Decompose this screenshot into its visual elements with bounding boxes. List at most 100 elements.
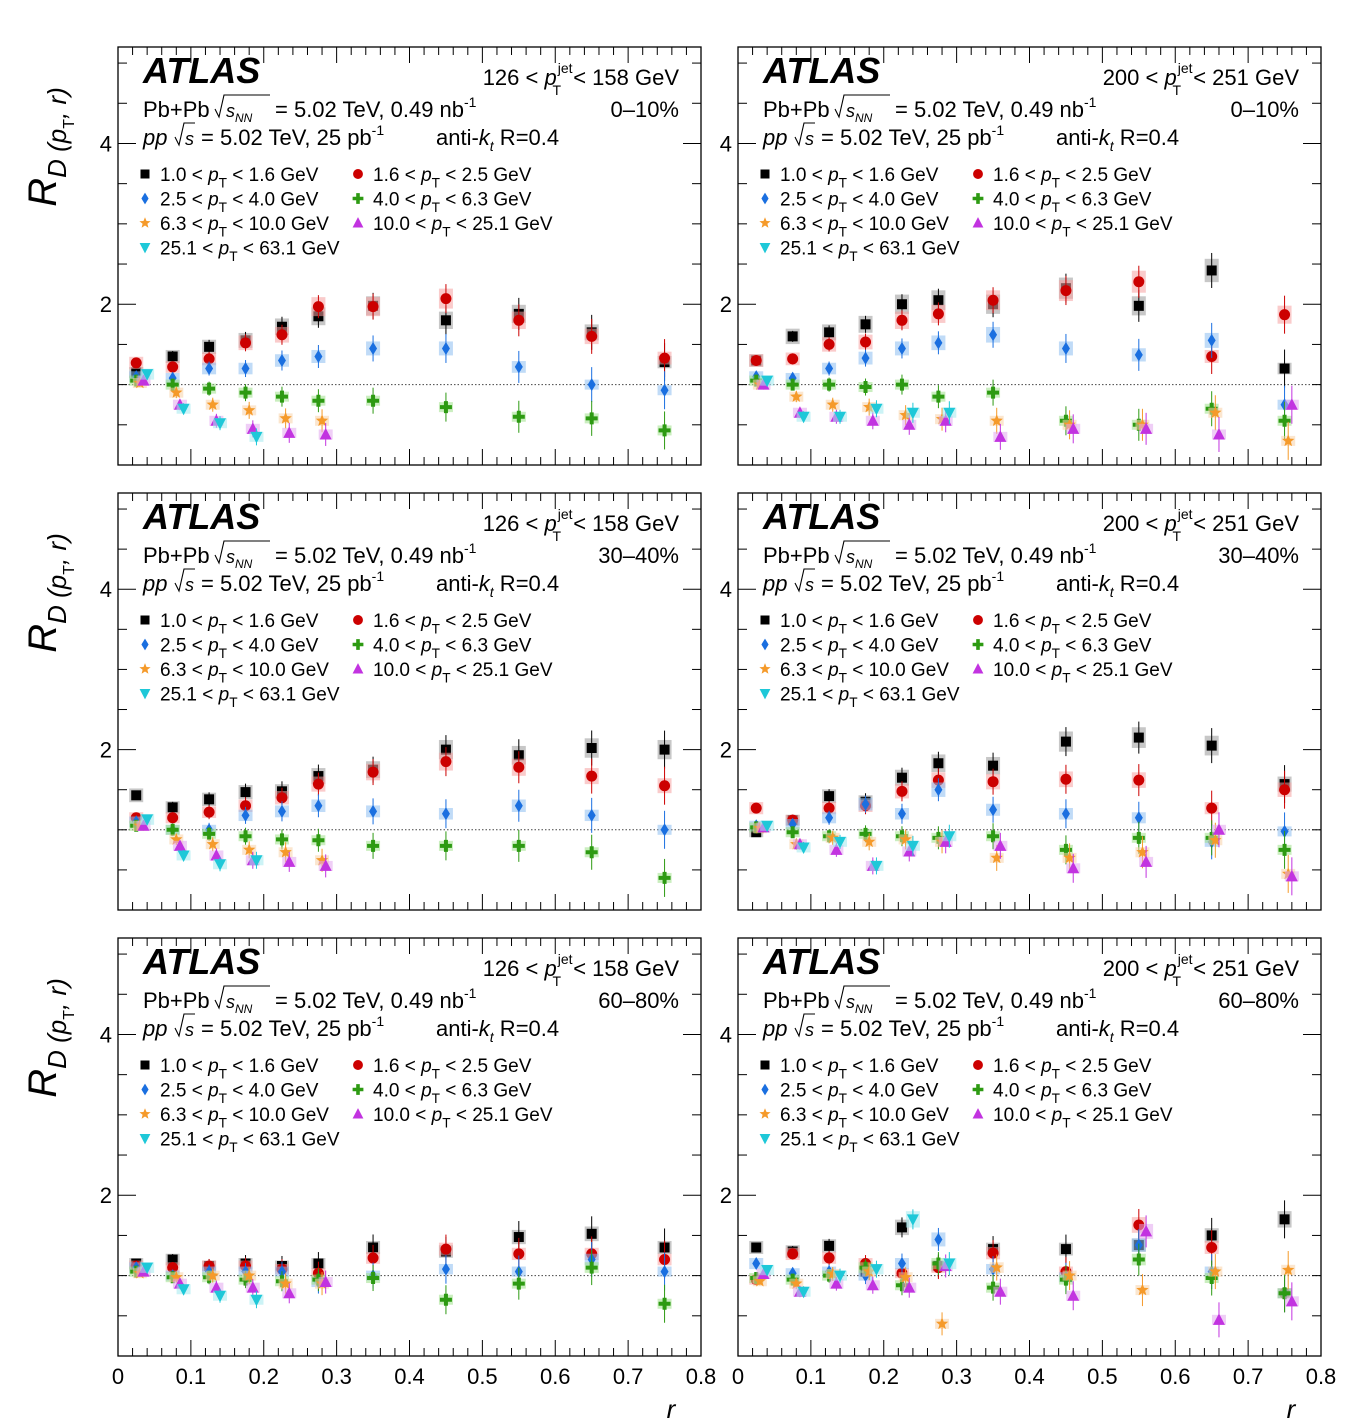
legend-entry-5: 6.3 < pT < 10.0 GeV: [759, 1105, 949, 1131]
legend-entry-label: 2.5 < pT < 4.0 GeV: [780, 636, 939, 662]
legend-entry-label: 6.3 < pT < 10.0 GeV: [160, 660, 329, 686]
data-point: [866, 1278, 879, 1291]
data-point: [512, 839, 525, 852]
data-point: [761, 375, 774, 388]
data-point: [586, 330, 598, 342]
legend-marker: [141, 638, 149, 651]
legend: 1.0 < pT < 1.6 GeV 1.6 < pT < 2.5 GeV 2.5 …: [759, 611, 1173, 710]
legend-entry-6: 10.0 < pT < 25.1 GeV: [972, 660, 1173, 686]
x-axis-label: r: [667, 1394, 677, 1423]
data-point: [214, 418, 227, 430]
legend-marker: [760, 615, 770, 625]
data-point: [167, 351, 178, 362]
data-point: [204, 794, 215, 805]
data-point: [823, 378, 836, 391]
jet-algorithm: anti-kt R=0.4: [436, 125, 559, 154]
data-point: [275, 833, 288, 846]
data-point: [1134, 348, 1143, 362]
series-7: [140, 813, 264, 872]
data-point: [441, 1262, 450, 1276]
centrality-label: 60–80%: [598, 988, 679, 1013]
data-point: [870, 403, 883, 416]
data-point: [250, 431, 263, 444]
data-point: [1060, 285, 1072, 297]
x-tick-label: 0.7: [1233, 1364, 1264, 1389]
data-point: [825, 362, 834, 376]
legend-marker: [761, 638, 769, 651]
data-point: [932, 308, 944, 320]
data-point: [824, 1240, 835, 1251]
legend-marker: [352, 663, 364, 674]
x-tick-label: 0.2: [248, 1364, 279, 1389]
data-point: [761, 1264, 774, 1277]
data-point: [1209, 833, 1222, 846]
data-point: [987, 1247, 999, 1259]
data-point: [903, 1281, 916, 1293]
data-point: [987, 386, 1000, 399]
legend-marker: [140, 1060, 150, 1070]
legend: 1.0 < pT < 1.6 GeV 1.6 < pT < 2.5 GeV 2.5 …: [139, 1056, 553, 1155]
pp-energy: = 5.02 TeV, 25 pb-1: [201, 122, 384, 150]
data-point: [170, 1270, 183, 1283]
legend-entry-label: 2.5 < pT < 4.0 GeV: [160, 1081, 319, 1107]
data-point: [935, 1317, 949, 1330]
legend-entry-5: 6.3 < pT < 10.0 GeV: [139, 660, 329, 686]
data-point: [896, 785, 908, 797]
data-point: [203, 827, 216, 840]
legend-marker: [759, 1134, 771, 1145]
legend-entry-label: 1.6 < pT < 2.5 GeV: [993, 165, 1152, 191]
atlas-label: ATLAS: [142, 50, 260, 91]
x-tick-label: 0.5: [467, 1364, 498, 1389]
pbpb-energy: = 5.02 TeV, 0.49 nb-1: [275, 985, 477, 1013]
data-point: [797, 1286, 810, 1299]
legend-entry-6: 10.0 < pT < 25.1 GeV: [352, 660, 553, 686]
legend-entry-label: 2.5 < pT < 4.0 GeV: [160, 190, 319, 216]
data-point: [943, 831, 956, 843]
data-point: [241, 808, 250, 822]
legend-entry-7: 25.1 < pT < 63.1 GeV: [139, 1130, 340, 1155]
pbpb-line: Pb+Pb: [763, 97, 830, 122]
pp-energy: = 5.02 TeV, 25 pb-1: [821, 568, 1004, 596]
sqrt-s: s: [226, 101, 235, 121]
pp-label: pp: [762, 1016, 787, 1041]
legend-entry-4: 4.0 < pT < 6.3 GeV: [352, 190, 532, 215]
legend-entry-label: 1.6 < pT < 2.5 GeV: [373, 165, 532, 191]
data-point: [441, 807, 450, 821]
x-tick-label: 0.6: [540, 1364, 571, 1389]
data-point: [1206, 1241, 1218, 1253]
data-point: [441, 341, 450, 355]
data-point: [859, 827, 872, 840]
data-point: [204, 341, 215, 352]
data-point: [312, 778, 324, 790]
data-point: [863, 1265, 876, 1277]
data-point: [1285, 1294, 1298, 1307]
legend-entry-4: 4.0 < pT < 6.3 GeV: [352, 1081, 532, 1106]
data-point: [239, 386, 252, 399]
x-tick-label: 0: [732, 1364, 744, 1389]
data-point: [369, 804, 378, 818]
data-point: [587, 378, 596, 392]
data-point: [206, 398, 219, 410]
y-tick-label: 2: [100, 292, 112, 317]
data-point: [1206, 740, 1217, 751]
legend-entry-6: 10.0 < pT < 25.1 GeV: [972, 214, 1173, 240]
data-point: [787, 331, 798, 342]
legend-entry-7: 25.1 < pT < 63.1 GeV: [759, 239, 960, 264]
data-point: [826, 398, 839, 410]
data-point: [166, 378, 179, 391]
data-point: [934, 783, 943, 797]
data-point: [660, 383, 669, 397]
legend-entry-label: 1.6 < pT < 2.5 GeV: [993, 1056, 1152, 1082]
legend-entry-6: 10.0 < pT < 25.1 GeV: [352, 1105, 553, 1131]
data-point: [210, 1281, 223, 1293]
legend-entry-label: 1.0 < pT < 1.6 GeV: [160, 165, 319, 191]
data-point: [279, 845, 292, 858]
data-point: [932, 1257, 945, 1270]
legend-entry-3: 2.5 < pT < 4.0 GeV: [761, 1081, 939, 1106]
data-point: [240, 787, 251, 798]
data-point: [203, 806, 215, 818]
sqrt-symbol: [834, 94, 890, 119]
data-point: [990, 851, 1003, 864]
data-point: [513, 761, 525, 773]
